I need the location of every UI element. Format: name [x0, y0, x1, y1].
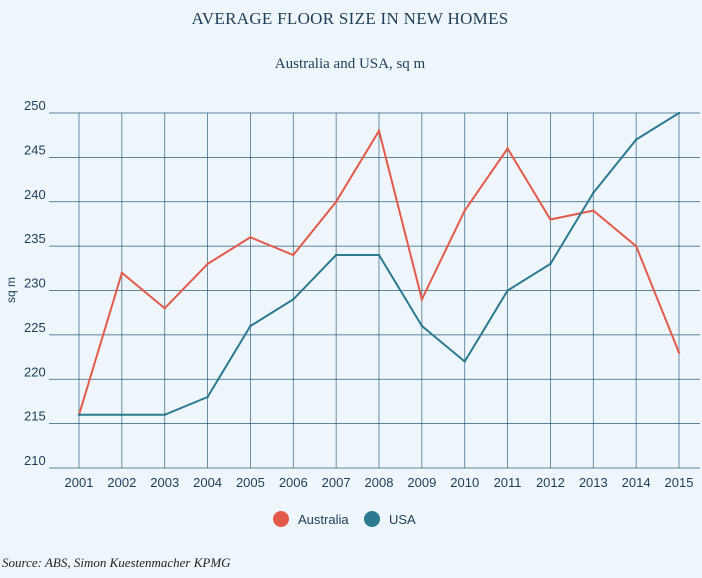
legend-label-australia[interactable]: Australia [298, 512, 349, 527]
y-tick-label: 220 [24, 364, 46, 379]
data-point-australia [249, 236, 252, 239]
legend-marker-australia[interactable] [273, 511, 289, 527]
y-axis-label: sq m [4, 277, 18, 303]
series-lines [77, 111, 681, 416]
x-tick-label: 2004 [193, 475, 222, 490]
data-point-australia [120, 271, 124, 274]
data-point-usa [249, 324, 252, 328]
data-point-australia [592, 209, 595, 212]
data-point-australia [292, 253, 295, 257]
data-point-australia [677, 351, 681, 354]
data-point-australia [506, 147, 509, 150]
data-point-australia [334, 200, 338, 203]
y-tick-label: 235 [24, 231, 46, 246]
data-point-australia [163, 307, 166, 310]
x-tick-label: 2008 [365, 475, 394, 490]
legend-label-usa[interactable]: USA [389, 512, 416, 527]
data-point-australia [634, 244, 638, 248]
y-tick-label: 250 [24, 98, 46, 113]
data-point-usa [163, 413, 166, 416]
chart-title: AVERAGE FLOOR SIZE IN NEW HOMES [191, 9, 509, 28]
data-point-australia [420, 298, 424, 301]
data-point-usa [506, 289, 509, 292]
data-point-usa [120, 413, 124, 416]
x-tick-label: 2007 [322, 475, 351, 490]
x-tick-label: 2015 [665, 475, 694, 490]
y-tick-label: 245 [24, 142, 46, 157]
data-point-usa [206, 395, 209, 399]
x-tick-label: 2006 [279, 475, 308, 490]
y-tick-label: 240 [24, 187, 46, 202]
data-point-australia [206, 262, 209, 266]
data-point-usa [634, 138, 638, 141]
x-tick-label: 2012 [536, 475, 565, 490]
data-point-usa [420, 324, 424, 328]
data-point-australia [463, 209, 466, 212]
y-axis-ticks: 210 215 220 225 230 235 240 245 250 [24, 98, 46, 468]
data-point-usa [334, 253, 338, 257]
legend-marker-usa[interactable] [364, 511, 380, 527]
data-point-usa [77, 413, 81, 416]
data-point-australia [549, 218, 552, 221]
legend[interactable]: Australia USA [273, 511, 416, 527]
data-point-usa [463, 360, 466, 363]
y-tick-label: 225 [24, 320, 46, 335]
x-tick-label: 2003 [150, 475, 179, 490]
y-tick-label: 210 [24, 453, 46, 468]
x-tick-label: 2001 [65, 475, 94, 490]
x-tick-label: 2002 [107, 475, 136, 490]
y-tick-label: 215 [24, 409, 46, 424]
source-note: Source: ABS, Simon Kuestenmacher KPMG [2, 555, 231, 570]
x-axis-ticks: 2001 2002 2003 2004 2005 2006 2007 2008 2009 2010… [65, 475, 694, 490]
data-point-australia [377, 129, 381, 132]
data-point-usa [292, 298, 295, 301]
data-point-usa [677, 111, 681, 115]
data-point-usa [377, 253, 381, 257]
x-tick-label: 2013 [579, 475, 608, 490]
data-point-usa [549, 262, 552, 266]
y-tick-label: 230 [24, 276, 46, 291]
data-point-usa [592, 191, 595, 195]
x-tick-label: 2010 [450, 475, 479, 490]
x-tick-label: 2014 [622, 475, 651, 490]
x-tick-label: 2011 [494, 475, 522, 490]
x-tick-label: 2005 [236, 475, 265, 490]
chart-subtitle: Australia and USA, sq m [274, 56, 426, 72]
x-tick-label: 2009 [407, 475, 436, 490]
